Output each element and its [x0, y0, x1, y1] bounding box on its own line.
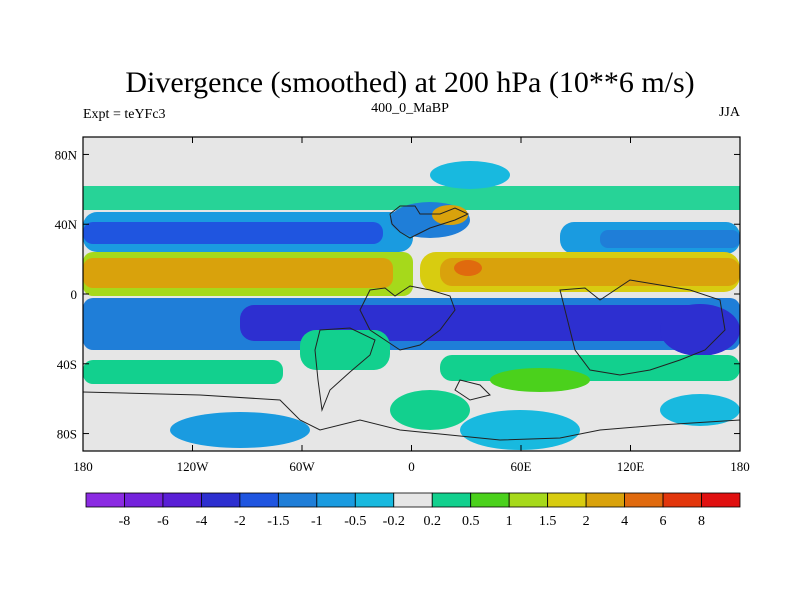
colorbar-swatch: [85, 492, 125, 508]
field-blob: [430, 161, 510, 189]
subtitle-right: JJA: [719, 105, 741, 120]
colorbar-label: 0.2: [423, 514, 441, 529]
field-band: [83, 222, 383, 244]
coastlines: [83, 205, 740, 441]
colorbar-swatch: [239, 492, 279, 508]
field-band: [440, 258, 740, 286]
y-tick-label: 80S: [57, 427, 77, 442]
colorbar-label: -0.5: [344, 514, 366, 529]
colorbar-swatch: [124, 492, 164, 508]
x-tick-label: 0: [408, 459, 415, 474]
plot-area: [83, 137, 740, 451]
x-tick-label: 120E: [617, 459, 645, 474]
field-blob: [460, 410, 580, 450]
colorbar-swatch: [431, 492, 472, 508]
colorbar-label: -1.5: [267, 514, 289, 529]
field-band: [83, 258, 393, 288]
colorbar-swatch: [277, 492, 318, 508]
colorbar-label: 8: [698, 514, 705, 529]
colorbar-label: -6: [157, 514, 169, 529]
y-tick-label: 0: [71, 287, 78, 302]
axis-ticks: 180 120W 60W 0 60E 120E 180 80N 40N 0 40S 80S: [55, 137, 750, 474]
colorbar-label: 6: [660, 514, 667, 529]
field-band: [83, 360, 283, 384]
colorbar-swatch: [585, 492, 625, 508]
colorbar-swatch: [547, 492, 587, 508]
field-band: [300, 330, 390, 370]
x-tick-label: 120W: [177, 459, 210, 474]
colorbar-label: 2: [583, 514, 590, 529]
colorbar-swatch: [701, 492, 741, 508]
colorbar-swatch: [354, 492, 395, 508]
colorbar-label: 4: [621, 514, 628, 529]
field-band: [600, 230, 740, 248]
x-tick-label: 60W: [289, 459, 315, 474]
field-blob: [660, 394, 740, 426]
colorbar-swatch: [201, 492, 241, 508]
x-tick-label: 180: [730, 459, 750, 474]
colorbar-swatch: [508, 492, 549, 508]
field-blob: [454, 260, 482, 276]
x-tick-label: 180: [73, 459, 93, 474]
colorbar-label: 0.5: [462, 514, 480, 529]
field-blob: [390, 390, 470, 430]
colorbar-swatch: [624, 492, 664, 508]
field-blob: [170, 412, 310, 448]
colorbar-label: -0.2: [383, 514, 405, 529]
colorbar: -8 -6 -4 -2 -1.5 -1 -0.5 -0.2 0.2 0.5 1 1.5 2 4 6 8: [85, 492, 741, 529]
colorbar-label: -1: [311, 514, 323, 529]
colorbar-swatch: [662, 492, 702, 508]
colorbar-swatch: [393, 492, 433, 508]
colorbar-label: -4: [196, 514, 208, 529]
x-tick-label: 60E: [511, 459, 532, 474]
field-blob: [490, 368, 590, 392]
colorbar-label: -8: [119, 514, 131, 529]
y-tick-label: 40S: [57, 357, 77, 372]
colorbar-label: -2: [234, 514, 246, 529]
colorbar-swatch: [316, 492, 356, 508]
field-band: [440, 355, 740, 381]
colorbar-label: 1: [506, 514, 513, 529]
divergence-field: [83, 161, 740, 450]
y-tick-label: 40N: [55, 217, 78, 232]
colorbar-label: 1.5: [539, 514, 557, 529]
field-blob: [660, 304, 740, 356]
subtitle-center: 400_0_MaBP: [371, 101, 449, 116]
colorbar-swatch: [162, 492, 202, 508]
colorbar-swatch: [470, 492, 510, 508]
chart-title: Divergence (smoothed) at 200 hPa (10**6 …: [125, 66, 694, 99]
y-tick-label: 80N: [55, 147, 78, 162]
subtitle-left: Expt = teYFc3: [83, 107, 166, 122]
